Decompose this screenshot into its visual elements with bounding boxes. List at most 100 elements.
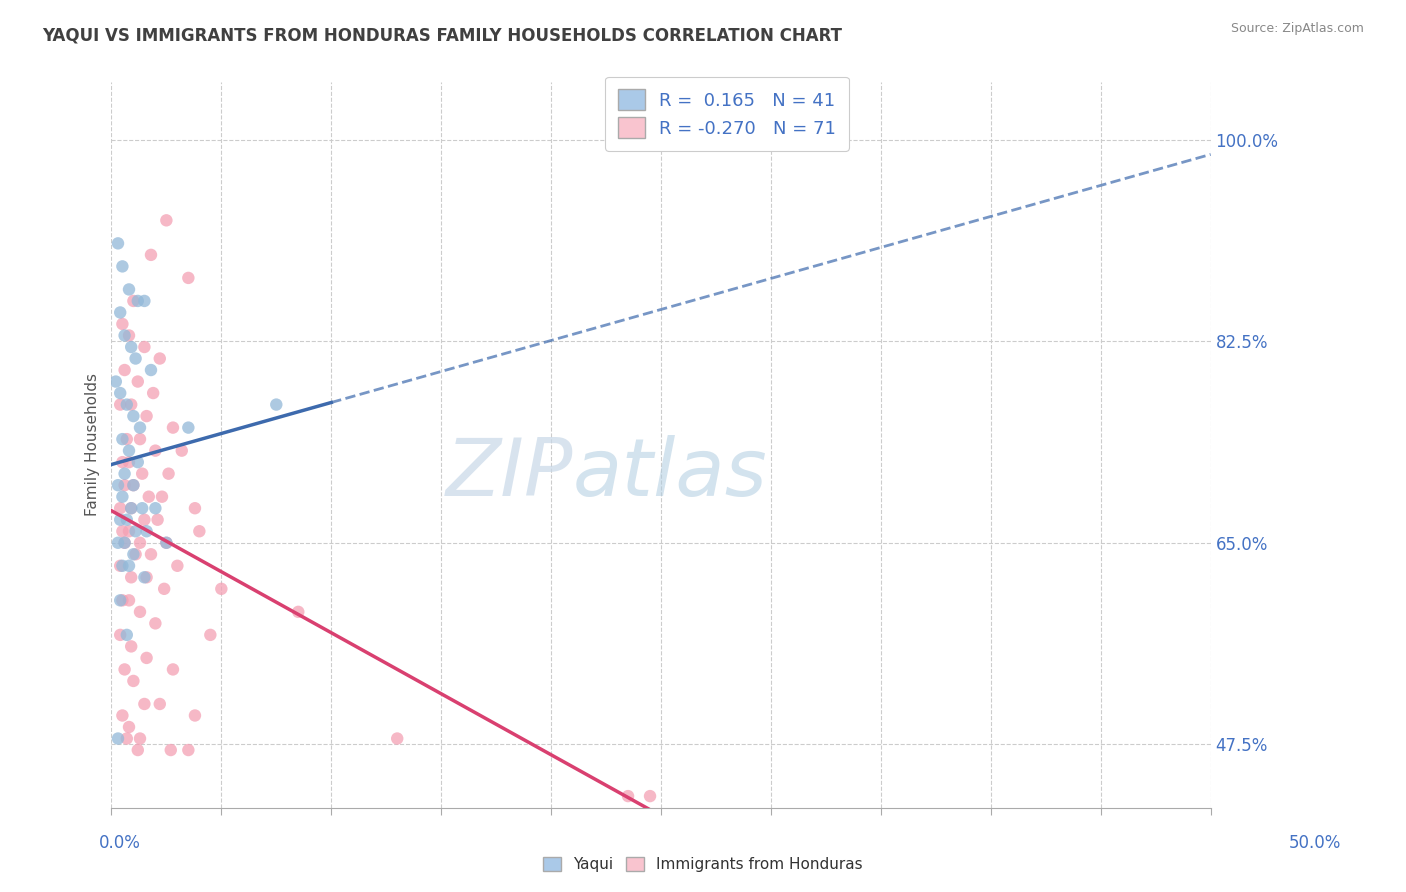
Point xyxy=(111,260,134,274)
Point xyxy=(122,478,145,492)
Point xyxy=(129,420,152,434)
Point xyxy=(145,443,167,458)
Point xyxy=(118,443,141,458)
Point xyxy=(135,409,157,423)
Text: ZIP: ZIP xyxy=(446,435,574,513)
Point xyxy=(177,420,200,434)
Point xyxy=(162,420,184,434)
Point xyxy=(127,743,149,757)
Point xyxy=(638,789,661,803)
Point xyxy=(135,651,157,665)
Point xyxy=(111,455,134,469)
Point xyxy=(120,340,142,354)
Point xyxy=(120,501,142,516)
Point xyxy=(170,443,193,458)
Point xyxy=(108,386,131,401)
Text: 50.0%: 50.0% xyxy=(1288,834,1341,852)
Point xyxy=(107,535,129,549)
Point xyxy=(149,351,172,366)
Point xyxy=(114,328,136,343)
Point xyxy=(127,293,149,308)
Point xyxy=(134,697,156,711)
Point xyxy=(108,593,131,607)
Point xyxy=(108,513,131,527)
Point xyxy=(184,501,207,516)
Point xyxy=(134,513,156,527)
Point xyxy=(115,398,138,412)
Text: 0.0%: 0.0% xyxy=(98,834,141,852)
Point xyxy=(124,524,146,539)
Text: YAQUI VS IMMIGRANTS FROM HONDURAS FAMILY HOUSEHOLDS CORRELATION CHART: YAQUI VS IMMIGRANTS FROM HONDURAS FAMILY… xyxy=(42,27,842,45)
Point xyxy=(157,467,180,481)
Point xyxy=(114,535,136,549)
Point xyxy=(139,363,162,377)
Point xyxy=(115,731,138,746)
Point xyxy=(104,375,127,389)
Point xyxy=(124,547,146,561)
Point xyxy=(120,398,142,412)
Point xyxy=(124,351,146,366)
Point xyxy=(111,558,134,573)
Point xyxy=(114,478,136,492)
Point xyxy=(155,535,177,549)
Point xyxy=(122,293,145,308)
Point xyxy=(150,490,173,504)
Point xyxy=(287,605,309,619)
Text: atlas: atlas xyxy=(574,435,768,513)
Point xyxy=(153,582,176,596)
Point xyxy=(118,593,141,607)
Text: Source: ZipAtlas.com: Source: ZipAtlas.com xyxy=(1230,22,1364,36)
Point xyxy=(142,386,165,401)
Point xyxy=(120,640,142,654)
Point xyxy=(129,535,152,549)
Point xyxy=(617,789,640,803)
Point xyxy=(146,513,169,527)
Point xyxy=(134,340,156,354)
Point xyxy=(114,535,136,549)
Point xyxy=(139,547,162,561)
Point xyxy=(108,501,131,516)
Y-axis label: Family Households: Family Households xyxy=(86,374,100,516)
Point xyxy=(135,524,157,539)
Point xyxy=(108,628,131,642)
Point xyxy=(209,582,232,596)
Point xyxy=(159,743,181,757)
Point xyxy=(129,432,152,446)
Point xyxy=(118,282,141,296)
Point xyxy=(129,605,152,619)
Point xyxy=(114,662,136,676)
Legend: R =  0.165   N = 41, R = -0.270   N = 71: R = 0.165 N = 41, R = -0.270 N = 71 xyxy=(605,77,849,151)
Legend: Yaqui, Immigrants from Honduras: Yaqui, Immigrants from Honduras xyxy=(536,849,870,880)
Point xyxy=(120,570,142,584)
Point xyxy=(111,317,134,331)
Point xyxy=(177,271,200,285)
Point xyxy=(114,467,136,481)
Point xyxy=(115,628,138,642)
Point xyxy=(107,731,129,746)
Point xyxy=(115,432,138,446)
Point xyxy=(200,628,222,642)
Point xyxy=(155,535,177,549)
Point xyxy=(118,524,141,539)
Point xyxy=(127,455,149,469)
Point xyxy=(118,455,141,469)
Point xyxy=(108,305,131,319)
Point xyxy=(122,478,145,492)
Point xyxy=(145,616,167,631)
Point xyxy=(162,662,184,676)
Point xyxy=(108,558,131,573)
Point xyxy=(129,731,152,746)
Point xyxy=(111,593,134,607)
Point xyxy=(111,432,134,446)
Point xyxy=(155,213,177,227)
Point xyxy=(111,708,134,723)
Point xyxy=(166,558,188,573)
Point xyxy=(115,513,138,527)
Point xyxy=(145,501,167,516)
Point xyxy=(135,570,157,584)
Point xyxy=(177,743,200,757)
Point xyxy=(108,398,131,412)
Point xyxy=(114,363,136,377)
Point xyxy=(131,501,153,516)
Point xyxy=(134,570,156,584)
